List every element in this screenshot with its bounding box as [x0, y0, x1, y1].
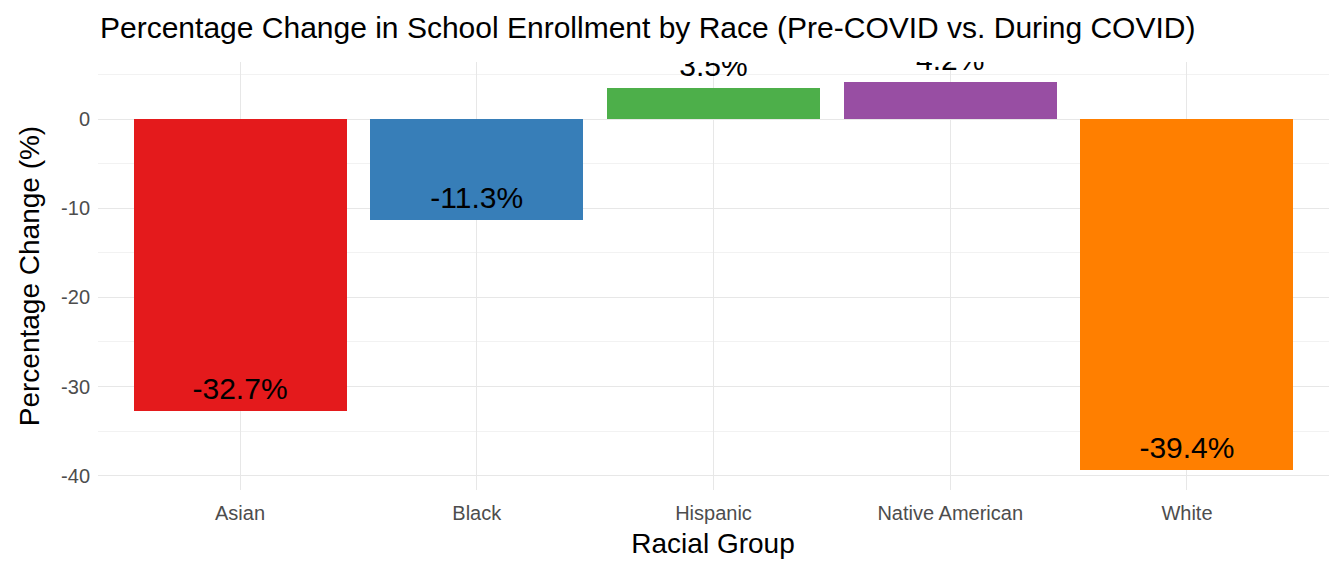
- x-tick-label-black: Black: [352, 501, 602, 525]
- y-tick-label-neg40: -40: [20, 464, 90, 488]
- gridline-vertical-hispanic: [713, 62, 714, 490]
- y-tick-label-neg10: -10: [20, 196, 90, 220]
- bar-native-american: [844, 82, 1057, 119]
- bar-value-label-native-american: 4.2%: [850, 62, 1050, 77]
- bar-white: [1080, 119, 1293, 470]
- bar-value-label-hispanic: 3.5%: [614, 62, 814, 83]
- x-axis-title: Racial Group: [463, 528, 963, 560]
- bar-value-label-asian: -32.7%: [140, 372, 340, 406]
- y-axis-title: Percentage Change (%): [14, 26, 46, 526]
- bar-hispanic: [607, 88, 820, 119]
- y-tick-label-0: 0: [20, 107, 90, 131]
- bar-value-label-white: -39.4%: [1087, 431, 1287, 465]
- y-tick-label-neg30: -30: [20, 375, 90, 399]
- bar-value-label-black: -11.3%: [377, 181, 577, 215]
- plot-panel: -32.7% -11.3% 3.5% 4.2% -39.4%: [98, 62, 1329, 490]
- bar-asian: [134, 119, 347, 411]
- gridline-vertical-native-american: [950, 62, 951, 490]
- x-tick-label-asian: Asian: [115, 501, 365, 525]
- x-tick-label-white: White: [1062, 501, 1312, 525]
- x-tick-label-hispanic: Hispanic: [589, 501, 839, 525]
- y-tick-label-neg20: -20: [20, 285, 90, 309]
- chart-title: Percentage Change in School Enrollment b…: [100, 10, 1195, 46]
- bar-chart-figure: Percentage Change in School Enrollment b…: [0, 0, 1344, 576]
- x-tick-label-native-american: Native American: [825, 501, 1075, 525]
